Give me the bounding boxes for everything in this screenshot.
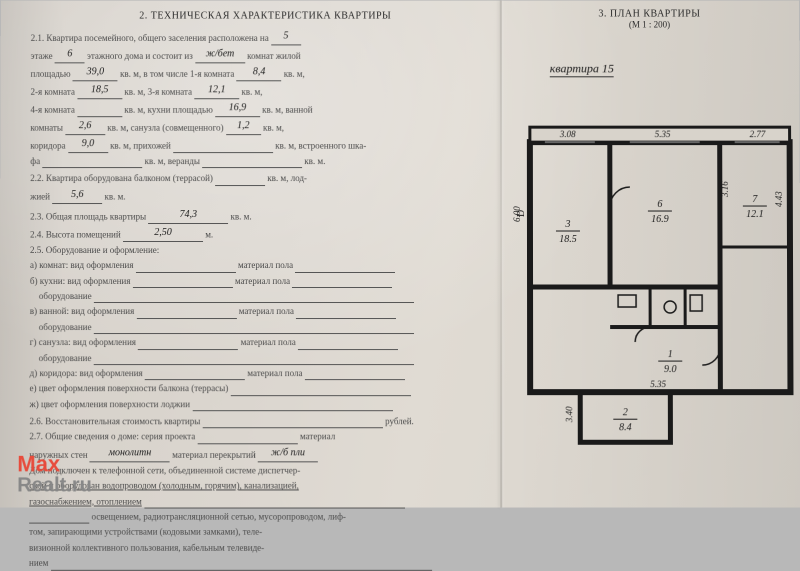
svg-text:3: 3 — [564, 219, 570, 230]
utilities-6: визионной коллективного пользования, каб… — [29, 540, 500, 554]
line-2-4: 2.4. Высота помещений 2,50 м. — [30, 225, 500, 242]
utilities-5: том, запирающими устройствами (кодовыми … — [29, 525, 500, 539]
floorplan-drawing: D 3.08 5.35 2.77 6.00 3.16 4.43 5.35 3.4… — [510, 87, 800, 467]
section3-title: 3. ПЛАН КВАРТИРЫ — [510, 9, 789, 20]
line-room2: 2-я комната 18,5 кв. м, 3-я комната 12,1… — [30, 82, 499, 99]
bath-area: 2,6 — [65, 118, 105, 135]
svg-text:2: 2 — [623, 407, 628, 418]
sub-b: б) кухни: вид оформления материал пола — [30, 274, 500, 288]
floorplan-scale: (М 1 : 200) — [510, 20, 789, 30]
line-walls: наружных стен монолитн материал перекрыт… — [29, 445, 500, 462]
line-2-5: 2.5. Оборудование и оформление: — [30, 243, 500, 257]
sub-e: е) цвет оформления поверхности балкона (… — [30, 381, 501, 395]
dim-mid-v1: 3.16 — [720, 181, 730, 198]
line-2-1: 2.1. Квартира посемейного, общего заселе… — [31, 28, 500, 45]
dim-top-3: 2.77 — [750, 129, 766, 139]
line-bath: комнаты 2,6 кв. м, санузла (совмещенного… — [30, 118, 500, 135]
walls-material: монолитн — [90, 445, 170, 462]
total-area: 74,3 — [148, 207, 228, 224]
sub-v: в) ванной: вид оформления материал пола — [30, 304, 500, 318]
floor-value: 5 — [271, 28, 301, 45]
line-2-2: 2.2. Квартира оборудована балконом (терр… — [30, 171, 500, 185]
svg-text:12.1: 12.1 — [746, 209, 764, 220]
dim-right: 4.43 — [774, 191, 784, 207]
wc-area: 1,2 — [226, 118, 261, 135]
section2-title: 2. ТЕХНИЧЕСКАЯ ХАРАКТЕРИСТИКА КВАРТИРЫ — [31, 9, 500, 25]
svg-text:18.5: 18.5 — [559, 234, 576, 245]
ceiling-height: 2,50 — [123, 225, 203, 242]
loggia-area: 5,6 — [52, 187, 102, 204]
line-loggia: жией 5,6 кв. м. — [30, 187, 500, 204]
floorplan-section: 3. ПЛАН КВАРТИРЫ (М 1 : 200) квартира 15 — [510, 9, 791, 473]
svg-text:1: 1 — [668, 349, 673, 360]
svg-text:16.9: 16.9 — [651, 214, 669, 225]
utilities-7: нием — [29, 556, 500, 570]
sub-a: а) комнат: вид оформления материал пола — [30, 258, 500, 272]
apartment-label-wrap: квартира 15 — [510, 59, 790, 77]
svg-text:9.0: 9.0 — [664, 364, 677, 375]
room2-area: 18,5 — [77, 82, 122, 99]
sub-b-equip: оборудование — [30, 289, 500, 303]
utilities-3: газоснабжением, отоплением — [29, 494, 500, 508]
dim-top-1: 3.08 — [559, 129, 576, 139]
floors-total: 6 — [55, 46, 85, 63]
line-room4: 4-я комната кв. м, кухни площадью 16,9 к… — [30, 100, 499, 117]
svg-text:8.4: 8.4 — [619, 422, 632, 433]
living-area: 39,0 — [73, 64, 118, 81]
ceiling-material: ж/б пли — [258, 445, 318, 462]
svg-text:6: 6 — [657, 199, 662, 210]
room3-area: 12,1 — [194, 82, 239, 99]
line-floors: этаже 6 этажного дома и состоит из ж/бет… — [31, 46, 500, 63]
line-2-6: 2.6. Восстановительная стоимость квартир… — [29, 414, 500, 428]
sub-g-equip: оборудование — [30, 351, 500, 365]
sub-zh: ж) цвет оформления поверхности лоджии — [29, 397, 500, 411]
apartment-number: квартира 15 — [550, 61, 614, 77]
kitchen-area: 16,9 — [215, 100, 260, 117]
room4-area — [77, 116, 122, 117]
dim-ext: 3.40 — [564, 406, 574, 423]
document-page: 2. ТЕХНИЧЕСКАЯ ХАРАКТЕРИСТИКА КВАРТИРЫ 2… — [0, 1, 800, 508]
technical-spec-section: 2. ТЕХНИЧЕСКАЯ ХАРАКТЕРИСТИКА КВАРТИРЫ 2… — [29, 9, 500, 571]
room1-area: 8,4 — [237, 64, 282, 81]
line-closet: фа кв. м, веранды кв. м. — [30, 154, 500, 168]
dim-bottom: 5.35 — [650, 379, 666, 389]
sub-g: г) санузла: вид оформления материал пола — [30, 335, 500, 349]
utilities-2: ской и оборудован водопроводом (холодным… — [29, 479, 500, 493]
utilities-1: Дом подключен к телефонной сети, объедин… — [29, 463, 500, 477]
line-area: площадью 39,0 кв. м, в том числе 1-я ком… — [31, 64, 500, 81]
line-corridor: коридора 9,0 кв. м, прихожей кв. м, встр… — [30, 136, 500, 153]
dim-left: 6.00 — [512, 206, 522, 222]
sub-v-equip: оборудование — [30, 320, 500, 334]
building-type: ж/бет — [195, 46, 245, 63]
corridor-area: 9,0 — [68, 136, 108, 153]
line-2-3: 2.3. Общая площадь квартиры 74,3 кв. м. — [30, 207, 500, 224]
sub-d: д) коридора: вид оформления материал пол… — [30, 366, 501, 380]
svg-text:7: 7 — [752, 194, 758, 205]
dim-top-2: 5.35 — [655, 129, 671, 139]
line-2-7: 2.7. Общие сведения о доме: серия проект… — [29, 430, 500, 444]
utilities-4: освещением, радиотрансляционной сетью, м… — [29, 510, 500, 524]
